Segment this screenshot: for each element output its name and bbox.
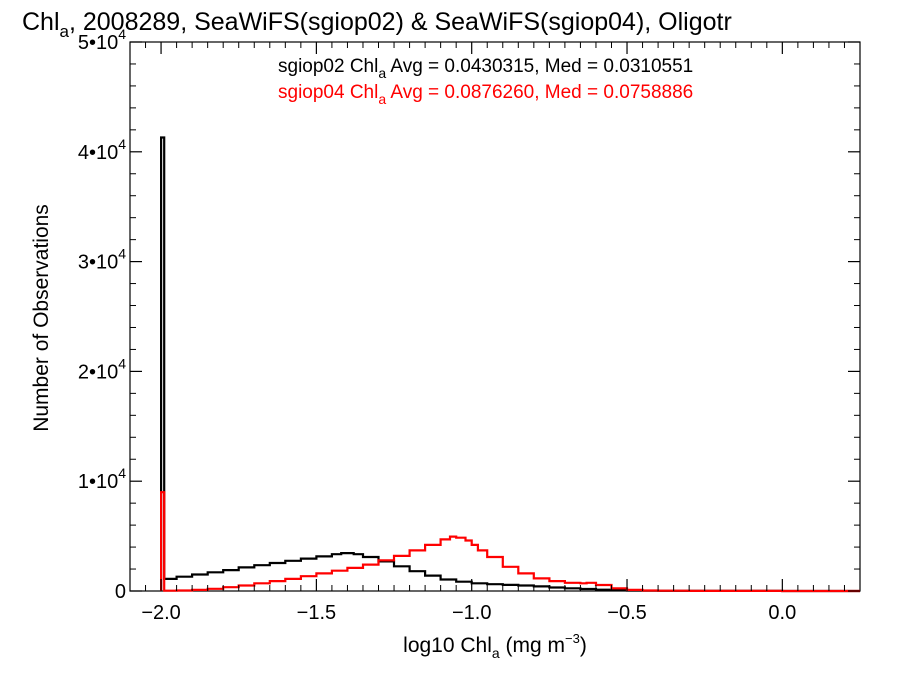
- series-line-sgiop04: [160, 491, 860, 593]
- plot-area: [129, 41, 861, 592]
- series-line-sgiop02: [160, 136, 860, 593]
- y-tick-label: 1•104: [78, 465, 126, 493]
- plot-frame: [129, 41, 861, 592]
- x-axis-label: log10 Chla (mg m−3): [403, 631, 587, 661]
- y-tick-label: 0: [115, 581, 126, 603]
- axes-layer: −2.0 −1.5 −1.0 −0.5 0.0 0 1•104 2•104 3•104 4•104…: [78, 26, 860, 624]
- x-tick-label: −1.0: [452, 602, 491, 624]
- y-axis-label: Number of Observations: [30, 204, 53, 432]
- y-tick-label: 4•104: [78, 136, 126, 164]
- x-tick-label: −2.0: [141, 602, 180, 624]
- legend-entry-sgiop02: sgiop02 Chla Avg = 0.0430315, Med = 0.03…: [278, 56, 693, 81]
- x-tick-label: −0.5: [607, 602, 646, 624]
- y-tick-label: 2•104: [78, 355, 126, 383]
- chart-title: Chla, 2008289, SeaWiFS(sgiop02) & SeaWiF…: [22, 8, 732, 41]
- x-tick-label: 0.0: [768, 602, 796, 624]
- legend-entry-sgiop04: sgiop04 Chla Avg = 0.0876260, Med = 0.07…: [278, 82, 693, 107]
- y-tick-label: 5•104: [78, 26, 126, 54]
- series-layer: [160, 136, 860, 593]
- x-tick-label: −1.5: [297, 602, 336, 624]
- legend: sgiop02 Chla Avg = 0.0430315, Med = 0.03…: [278, 56, 693, 107]
- y-tick-label: 3•104: [78, 246, 126, 274]
